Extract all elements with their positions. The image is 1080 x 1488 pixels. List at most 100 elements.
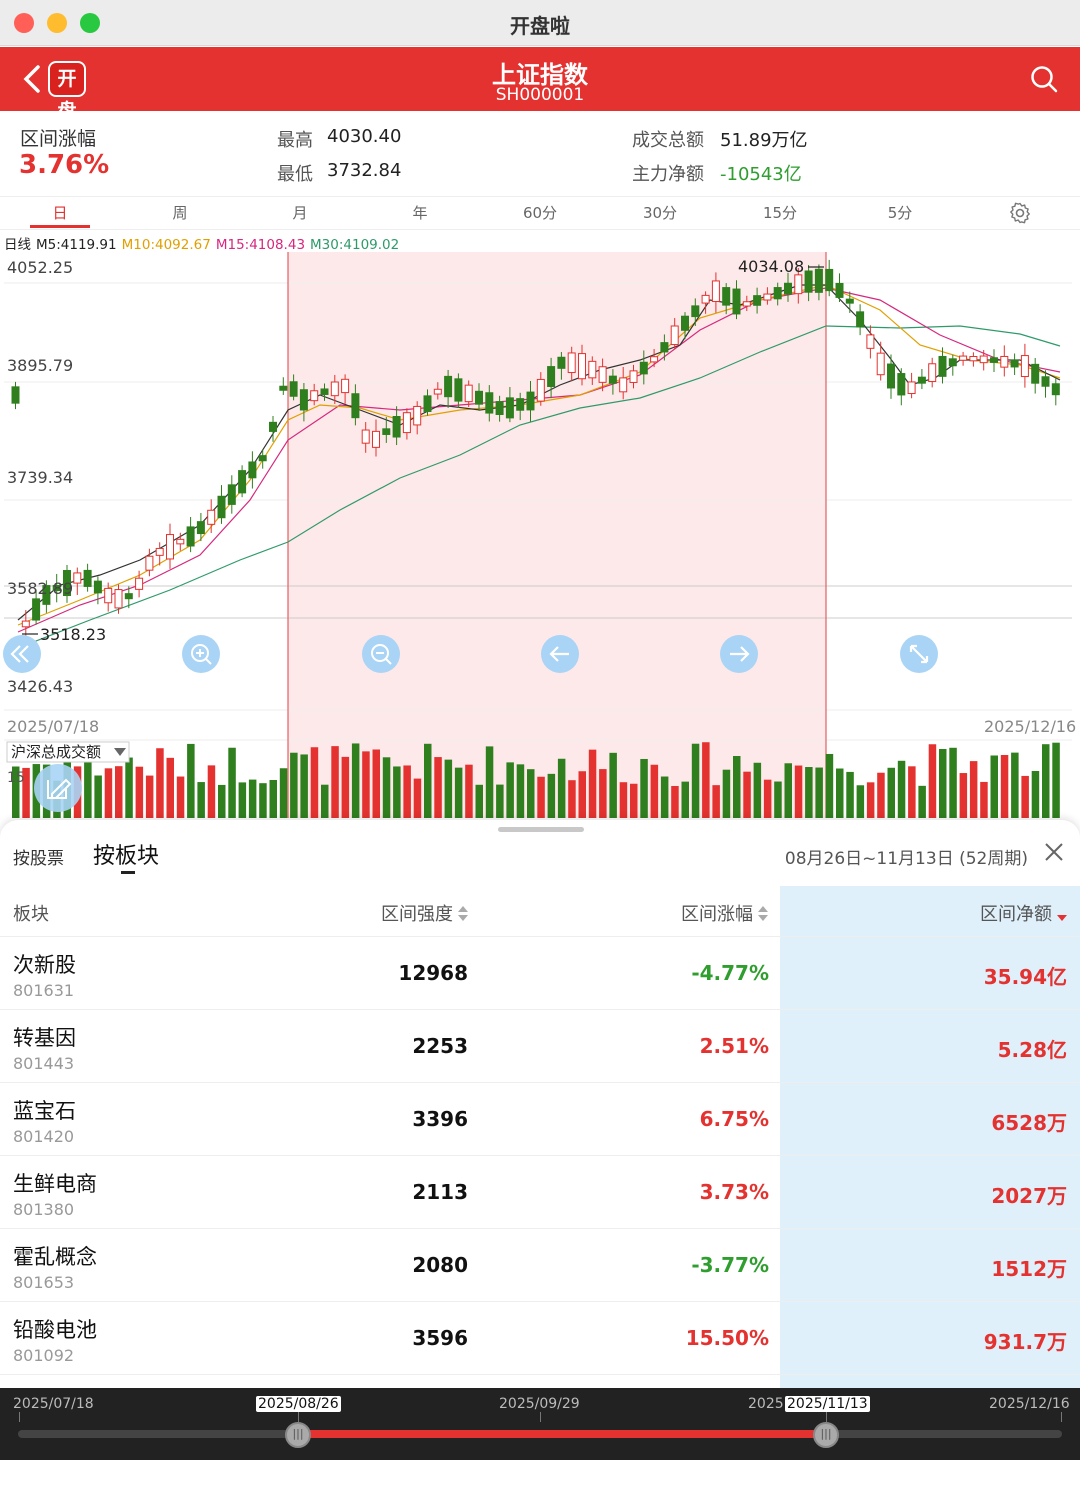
sector-strength: 3596 (412, 1326, 468, 1350)
sector-code: 801092 (13, 1346, 75, 1365)
pan-right-icon[interactable] (720, 635, 758, 673)
tab-60min[interactable]: 60分 (522, 204, 558, 222)
kline-chart[interactable]: 4052.25 3895.79 3739.34 3582.89 3426.43 … (0, 250, 1080, 818)
sector-change: 2.51% (699, 1034, 769, 1058)
volume-bar (949, 747, 957, 818)
tab-week[interactable]: 周 (172, 204, 188, 222)
col-change-sort[interactable]: 区间涨幅 (681, 900, 768, 926)
minimize-window-button[interactable] (47, 13, 67, 33)
netflow-label: 主力净额 (632, 164, 704, 185)
volume-bar (496, 784, 504, 818)
candle-body (701, 294, 710, 304)
candle-body (784, 282, 792, 295)
candle-body (691, 305, 700, 318)
timeline-label: 2025 (748, 1396, 784, 1412)
volume-bar (248, 779, 257, 818)
timeline-tick (19, 1412, 20, 1422)
volume-bar (424, 743, 432, 818)
sector-strength: 3396 (412, 1107, 468, 1131)
zoom-in-icon[interactable] (182, 635, 220, 673)
chart-controls (3, 635, 938, 673)
search-icon[interactable] (1030, 65, 1058, 93)
volume-bar (238, 782, 247, 818)
volume-bar (218, 784, 226, 818)
table-row[interactable]: 转基因 801443 2253 2.51% 5.28亿 (0, 1010, 1080, 1083)
volume-bar (197, 782, 205, 818)
range-start-handle[interactable]: ||| (285, 1422, 311, 1448)
sheet-handle[interactable] (498, 827, 584, 832)
timeline-selected-end: 2025/11/13 (785, 1396, 870, 1412)
candle-body (114, 589, 123, 609)
candle-body (32, 598, 41, 621)
volume-bar (444, 759, 453, 818)
candle-body (619, 377, 628, 393)
col-net-sort[interactable]: 区间净额 (980, 900, 1067, 926)
candle-body (835, 282, 844, 298)
volume-bar (794, 765, 803, 818)
table-row[interactable]: 次新股 801631 12968 -4.77% 35.94亿 (0, 937, 1080, 1010)
candle-body (83, 569, 92, 587)
table-row[interactable]: 蓝宝石 801420 3396 6.75% 6528万 (0, 1083, 1080, 1156)
candle-body (361, 429, 370, 444)
tab-5min[interactable]: 5分 (887, 204, 913, 222)
close-icon[interactable] (1044, 842, 1064, 862)
volume-tick-label: 15 (7, 770, 25, 786)
range-end-handle[interactable]: ||| (813, 1422, 839, 1448)
candle-body (186, 526, 195, 547)
tab-by-sector[interactable]: 按板块 (93, 838, 159, 874)
candle-body (753, 295, 762, 306)
volume-bar (516, 764, 525, 818)
gear-icon[interactable] (1008, 201, 1032, 225)
volume-selector[interactable]: 沪深总成交额 (6, 741, 130, 763)
candle-body (21, 620, 30, 628)
volume-bar (351, 743, 360, 818)
rewind-icon[interactable] (3, 635, 41, 673)
candle-body (433, 388, 442, 395)
col-net: 区间净额 (980, 904, 1052, 925)
tab-15min[interactable]: 15分 (762, 204, 798, 222)
sector-code: 801443 (13, 1054, 75, 1073)
table-row[interactable]: 生鲜电商 801380 2113 3.73% 2027万 (0, 1156, 1080, 1229)
tab-month[interactable]: 月 (292, 204, 308, 222)
candle-body (124, 593, 133, 600)
table-row[interactable]: 霍乱概念 801653 2080 -3.77% 1512万 (0, 1229, 1080, 1302)
volume-bar (1052, 742, 1060, 818)
candle-body (341, 378, 350, 394)
close-window-button[interactable] (14, 13, 34, 33)
pan-left-icon[interactable] (541, 635, 579, 673)
candle-body (227, 484, 236, 505)
volume-bar (815, 767, 823, 818)
tab-day[interactable]: 日 (30, 202, 90, 228)
volume-bar (928, 744, 937, 818)
candle-body (608, 375, 617, 384)
volume-bar (691, 743, 700, 818)
volume-bar (362, 751, 370, 818)
volume-bar (485, 746, 494, 818)
col-strength-sort[interactable]: 区间强度 (381, 900, 468, 926)
tab-year[interactable]: 年 (412, 204, 428, 222)
candle-body (567, 352, 576, 374)
volume-bar (176, 776, 185, 818)
timeline-label: 2025/12/16 (989, 1396, 1070, 1412)
expand-icon[interactable] (900, 635, 938, 673)
tab-by-stock[interactable]: 按股票 (13, 849, 64, 869)
sector-strength: 12968 (398, 961, 468, 985)
timeline-label: 2025/07/18 (13, 1396, 94, 1412)
sector-name: 蓝宝石 (13, 1099, 76, 1123)
turnover-value: 51.89万亿 (720, 130, 808, 151)
back-arrow-icon[interactable] (18, 61, 46, 97)
volume-bar (465, 764, 473, 818)
volume-bar (1021, 775, 1029, 818)
table-row[interactable]: 铅酸电池 801092 3596 15.50% 931.7万 (0, 1302, 1080, 1375)
candle-body (1031, 363, 1040, 384)
stats-panel: 区间涨幅 3.76% 最高 4030.40 最低 3732.84 成交总额 51… (0, 112, 1080, 194)
candle-body (104, 587, 113, 604)
candle-body (629, 370, 638, 383)
tab-30min[interactable]: 30分 (642, 204, 678, 222)
candle-body (732, 288, 741, 315)
volume-bar (702, 742, 710, 818)
zoom-out-icon[interactable] (362, 635, 400, 673)
edit-icon[interactable] (34, 764, 82, 812)
zoom-window-button[interactable] (80, 13, 100, 33)
netflow-value: -10543亿 (720, 164, 802, 185)
